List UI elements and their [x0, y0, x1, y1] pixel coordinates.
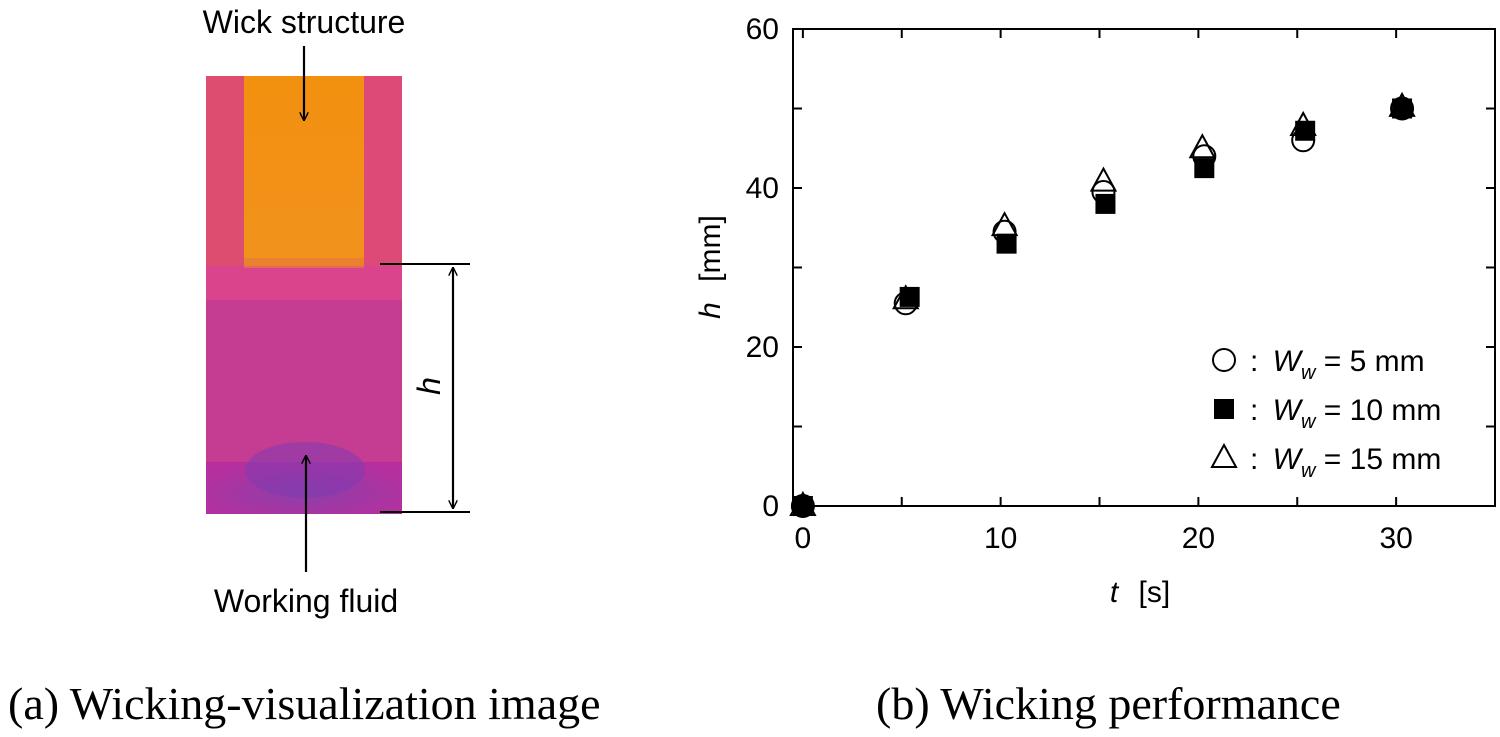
wicking-visualization-figure: Wick structure h Working fluid [203, 4, 470, 619]
legend: : Ww = 5 mm: Ww = 10 mm: Ww = 15 mm [1210, 345, 1441, 482]
x-axis-variable: t [1110, 576, 1120, 609]
x-tick-label: 30 [1379, 522, 1412, 555]
data-markers [789, 91, 1416, 518]
legend-variable: W [1273, 345, 1304, 378]
legend-entry-label: : Ww = 5 mm [1250, 345, 1425, 384]
y-axis: 0 20 40 60 [746, 13, 1495, 523]
data-point-circle-open [893, 291, 918, 316]
legend-suffix: = 5 mm [1315, 345, 1424, 378]
y-axis-variable: h [694, 302, 727, 319]
y-tick-label: 0 [762, 490, 779, 523]
legend-entry-label: : Ww = 15 mm [1250, 443, 1441, 482]
data-point-triangle-open [1388, 91, 1416, 117]
wick-structure-label: Wick structure [203, 4, 406, 40]
legend-marker-circle-open [1212, 348, 1236, 372]
x-tick-label: 0 [795, 522, 812, 555]
caption-panel-b: (b) Wicking performance [876, 678, 1341, 729]
y-tick-label: 20 [746, 331, 779, 364]
data-point-circle-open [1091, 179, 1116, 204]
caption-panel-a: (a) Wicking-visualization image [8, 678, 601, 729]
height-dimension-label: h [411, 377, 447, 395]
legend-subscript: w [1301, 411, 1317, 433]
data-point-triangle-open [1089, 166, 1118, 192]
wicking-performance-chart: 0 10 20 30 0 20 40 60 t [s] h [mm] : Ww = 5 mm… [694, 13, 1496, 609]
legend-subscript: w [1301, 460, 1317, 482]
x-axis: 0 10 20 30 [795, 29, 1413, 555]
data-point-triangle-open [892, 284, 920, 310]
data-point-square-filled [996, 233, 1017, 254]
legend-subscript: w [1301, 362, 1317, 384]
y-axis-title: h [mm] [694, 215, 727, 319]
legend-prefix: : [1250, 443, 1267, 476]
legend-suffix: = 15 mm [1315, 443, 1441, 476]
data-point-triangle-open [1289, 110, 1317, 136]
data-point-triangle-open [789, 490, 817, 516]
legend-entry-label: : Ww = 10 mm [1250, 394, 1441, 433]
substrate-right-edge [364, 76, 402, 266]
y-axis-unit: [mm] [694, 215, 727, 282]
x-axis-title: t [s] [1110, 576, 1170, 609]
data-point-circle-open [1390, 96, 1415, 121]
y-tick-label: 60 [746, 13, 779, 46]
data-point-circle-open [1291, 128, 1316, 153]
legend-prefix: : [1250, 394, 1267, 427]
x-axis-unit: [s] [1139, 576, 1171, 609]
data-point-circle-open [1192, 144, 1217, 169]
legend-prefix: : [1250, 345, 1267, 378]
x-tick-label: 10 [984, 522, 1017, 555]
wick-wet-front [244, 258, 364, 268]
legend-suffix: = 10 mm [1315, 394, 1441, 427]
x-tick-label: 20 [1182, 522, 1215, 555]
substrate-left-edge [206, 76, 244, 266]
y-tick-label: 40 [746, 172, 779, 205]
legend-variable: W [1273, 394, 1304, 427]
plot-frame [792, 28, 1496, 507]
data-point-square-filled [1095, 193, 1116, 214]
data-point-triangle-open [990, 211, 1019, 237]
legend-marker-triangle-open [1210, 442, 1238, 468]
legend-variable: W [1273, 443, 1304, 476]
visualization-photo [206, 76, 402, 514]
working-fluid-label: Working fluid [214, 583, 398, 619]
legend-marker-square-filled [1214, 399, 1234, 419]
data-point-triangle-open [1188, 133, 1217, 159]
